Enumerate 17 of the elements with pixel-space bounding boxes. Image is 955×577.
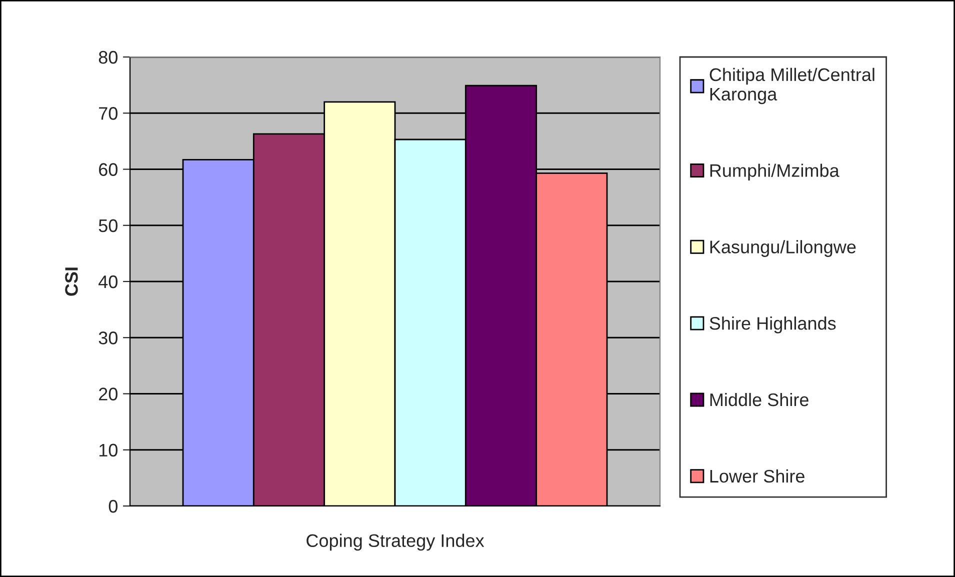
y-tick-label: 80 xyxy=(98,50,118,64)
y-tick-label: 60 xyxy=(99,163,118,176)
y-tick-label: 0 xyxy=(108,500,118,513)
legend-label: Kasungu/Lilongwe xyxy=(710,240,856,257)
legend-label: Middle Shire xyxy=(710,392,808,406)
legend-label: Shire Highlands xyxy=(710,316,836,334)
legend-label: Lower Shire xyxy=(710,469,804,483)
legend-label: Chitipa Millet/Central Karonga xyxy=(710,68,874,104)
y-axis-title: CSI xyxy=(65,268,78,296)
x-tick-label: Coping Strategy Index xyxy=(306,534,484,551)
y-tick-label: 20 xyxy=(99,388,118,400)
y-tick-label: 40 xyxy=(98,275,118,288)
y-tick-label: 50 xyxy=(98,219,118,232)
y-tick-label: 30 xyxy=(98,332,118,344)
legend-label: Rumphi/Mzimba xyxy=(710,164,840,181)
y-tick-label: 70 xyxy=(99,107,118,120)
y-tick-label: 10 xyxy=(99,444,118,457)
